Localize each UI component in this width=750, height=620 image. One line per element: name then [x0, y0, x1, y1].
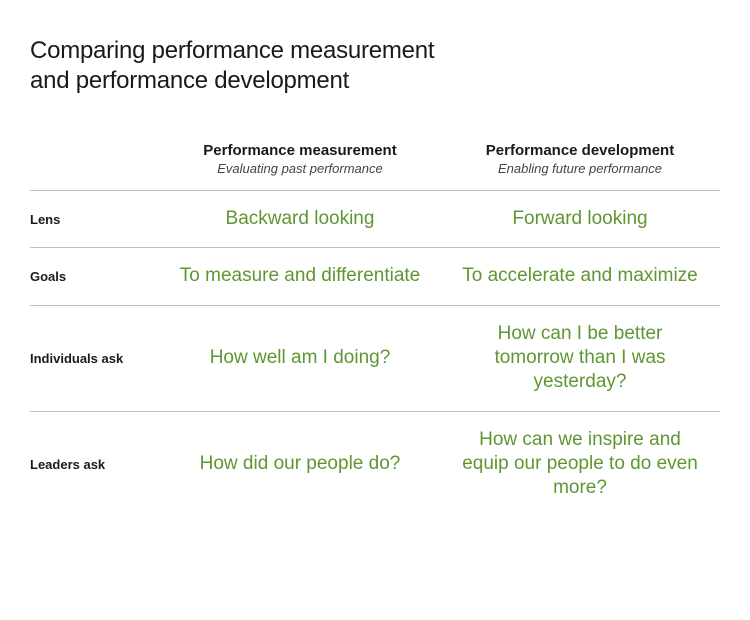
col-header-development: Performance development Enabling future …: [440, 142, 720, 190]
row-label-goals: Goals: [30, 247, 160, 304]
cell-leaders-development: How can we inspire and equip our people …: [440, 411, 720, 517]
cell-lens-measurement: Backward looking: [160, 190, 440, 247]
comparison-table: Performance measurement Evaluating past …: [30, 142, 720, 517]
cell-goals-development: To accelerate and maximize: [440, 247, 720, 304]
cell-individuals-measurement: How well am I doing?: [160, 305, 440, 411]
cell-leaders-measurement: How did our people do?: [160, 411, 440, 517]
cell-individuals-development: How can I be better tomorrow than I was …: [440, 305, 720, 411]
col-header-development-title: Performance development: [450, 142, 710, 159]
cell-goals-measurement: To measure and differentiate: [160, 247, 440, 304]
row-label-individuals-ask: Individuals ask: [30, 305, 160, 411]
col-header-measurement-title: Performance measurement: [170, 142, 430, 159]
row-label-lens: Lens: [30, 190, 160, 247]
col-header-development-subtitle: Enabling future performance: [450, 161, 710, 176]
header-spacer: [30, 142, 160, 190]
comparison-page: Comparing performance measurementand per…: [0, 0, 750, 537]
cell-lens-development: Forward looking: [440, 190, 720, 247]
page-title: Comparing performance measurementand per…: [30, 36, 720, 96]
col-header-measurement-subtitle: Evaluating past performance: [170, 161, 430, 176]
row-label-leaders-ask: Leaders ask: [30, 411, 160, 517]
col-header-measurement: Performance measurement Evaluating past …: [160, 142, 440, 190]
